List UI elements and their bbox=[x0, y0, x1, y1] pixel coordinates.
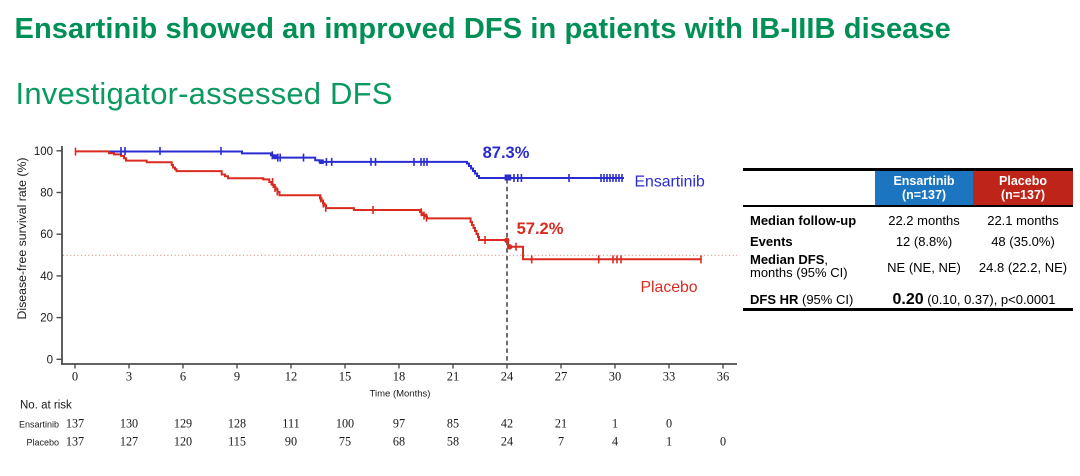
svg-text:120: 120 bbox=[174, 435, 192, 449]
svg-text:1: 1 bbox=[666, 435, 672, 449]
svg-text:Disease-free survival rate (%): Disease-free survival rate (%) bbox=[15, 158, 29, 320]
svg-text:87.3%: 87.3% bbox=[483, 144, 530, 162]
svg-text:4: 4 bbox=[612, 435, 618, 449]
svg-text:68: 68 bbox=[393, 435, 405, 449]
svg-text:90: 90 bbox=[285, 435, 297, 449]
svg-text:27: 27 bbox=[555, 370, 568, 384]
svg-text:No. at risk: No. at risk bbox=[20, 400, 72, 412]
svg-text:24: 24 bbox=[501, 435, 513, 449]
svg-text:130: 130 bbox=[120, 416, 138, 430]
svg-text:21: 21 bbox=[555, 416, 567, 430]
svg-text:36: 36 bbox=[717, 370, 730, 384]
svg-text:30: 30 bbox=[609, 370, 622, 384]
svg-text:7: 7 bbox=[558, 435, 564, 449]
svg-text:Ensartinib: Ensartinib bbox=[19, 419, 59, 429]
svg-text:9: 9 bbox=[234, 370, 240, 384]
svg-text:18: 18 bbox=[393, 370, 406, 384]
svg-text:6: 6 bbox=[180, 370, 186, 384]
svg-text:97: 97 bbox=[393, 416, 405, 430]
svg-text:20: 20 bbox=[40, 313, 53, 325]
svg-text:60: 60 bbox=[40, 229, 53, 241]
svg-text:85: 85 bbox=[447, 416, 459, 430]
svg-text:15: 15 bbox=[339, 370, 352, 384]
svg-text:58: 58 bbox=[447, 435, 459, 449]
svg-text:57.2%: 57.2% bbox=[517, 220, 564, 238]
svg-text:0: 0 bbox=[72, 370, 78, 384]
svg-text:128: 128 bbox=[228, 416, 246, 430]
svg-text:Placebo: Placebo bbox=[26, 438, 59, 448]
svg-text:Ensartinib: Ensartinib bbox=[635, 173, 705, 190]
svg-text:24: 24 bbox=[501, 370, 514, 384]
svg-text:80: 80 bbox=[40, 188, 53, 200]
svg-text:137: 137 bbox=[66, 416, 84, 430]
svg-text:1: 1 bbox=[612, 416, 618, 430]
svg-text:100: 100 bbox=[34, 146, 53, 158]
svg-text:137: 137 bbox=[66, 435, 84, 449]
svg-text:0: 0 bbox=[47, 354, 53, 366]
svg-text:12: 12 bbox=[285, 370, 298, 384]
svg-text:33: 33 bbox=[663, 370, 676, 384]
svg-text:42: 42 bbox=[501, 416, 513, 430]
svg-text:115: 115 bbox=[228, 435, 246, 449]
svg-text:Placebo: Placebo bbox=[641, 279, 698, 296]
svg-text:0: 0 bbox=[666, 416, 672, 430]
svg-text:100: 100 bbox=[336, 416, 354, 430]
svg-text:21: 21 bbox=[447, 370, 460, 384]
svg-text:Time (Months): Time (Months) bbox=[370, 389, 431, 400]
svg-text:75: 75 bbox=[339, 435, 351, 449]
svg-text:111: 111 bbox=[282, 416, 299, 430]
svg-text:127: 127 bbox=[120, 435, 138, 449]
svg-text:3: 3 bbox=[126, 370, 132, 384]
svg-text:0: 0 bbox=[720, 435, 726, 449]
svg-text:40: 40 bbox=[40, 271, 53, 283]
svg-text:129: 129 bbox=[174, 416, 192, 430]
